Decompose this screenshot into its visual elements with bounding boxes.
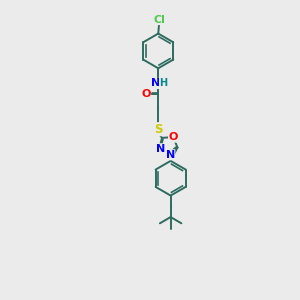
- Text: N: N: [156, 144, 165, 154]
- Text: S: S: [154, 123, 163, 136]
- Text: O: O: [141, 89, 151, 99]
- Text: O: O: [169, 132, 178, 142]
- Text: N: N: [166, 150, 175, 160]
- Text: H: H: [160, 79, 168, 88]
- Text: Cl: Cl: [153, 15, 165, 25]
- Text: N: N: [151, 79, 160, 88]
